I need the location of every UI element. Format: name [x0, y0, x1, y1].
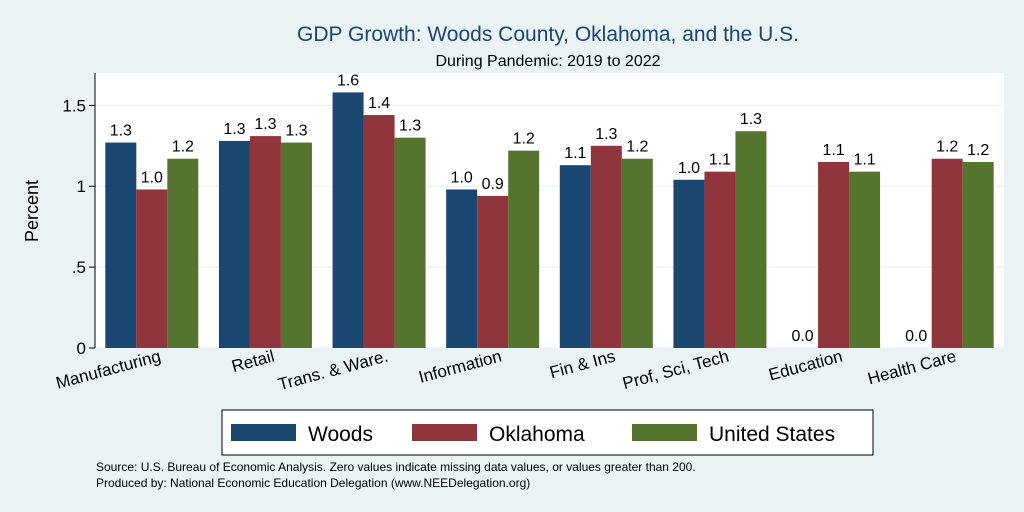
data-label: 1.1: [564, 145, 586, 162]
bar-woods: [332, 92, 364, 348]
data-label: 1.3: [740, 111, 762, 128]
legend-label: Woods: [308, 423, 373, 446]
produced-by-note: Produced by: National Economic Education…: [96, 476, 530, 490]
bar-united-states: [621, 158, 653, 348]
y-tick-label: 0: [77, 339, 86, 358]
bar-oklahoma: [363, 115, 395, 348]
bar-oklahoma: [477, 195, 509, 348]
y-tick-label: .5: [72, 258, 86, 277]
bar-united-states: [962, 161, 994, 348]
y-tick-label: 1: [77, 177, 86, 196]
data-label: 1.4: [368, 95, 390, 112]
bar-united-states: [280, 142, 312, 348]
data-label: 1.1: [709, 152, 731, 169]
x-tick-label: Fin & Ins: [548, 347, 618, 383]
data-label: 1.2: [967, 142, 989, 159]
data-label: 1.3: [110, 123, 132, 140]
legend-swatch: [412, 424, 477, 441]
data-label: 1.2: [626, 139, 648, 156]
bar-united-states: [167, 158, 199, 348]
data-label: 1.3: [595, 126, 617, 143]
y-tick-label: 1.5: [62, 96, 86, 115]
bar-woods: [559, 165, 591, 348]
bar-woods: [105, 142, 137, 348]
data-label: 1.3: [399, 118, 421, 135]
bar-oklahoma: [931, 158, 963, 348]
bar-oklahoma: [818, 161, 850, 348]
data-label: 1.3: [285, 123, 307, 140]
data-label: 1.3: [223, 121, 245, 138]
bar-woods: [218, 140, 250, 348]
legend: [221, 409, 874, 456]
bar-united-states: [508, 150, 540, 348]
data-label: 1.2: [513, 131, 535, 148]
data-label: 1.3: [254, 116, 276, 133]
data-label: 1.0: [141, 169, 163, 186]
chart-subtitle: During Pandemic: 2019 to 2022: [435, 53, 660, 70]
data-label: 1.0: [451, 169, 473, 186]
source-note: Source: U.S. Bureau of Economic Analysis…: [96, 460, 696, 474]
legend-label: Oklahoma: [489, 423, 585, 446]
legend-swatch: [231, 424, 296, 441]
data-label: 1.1: [853, 152, 875, 169]
bar-woods: [673, 179, 705, 348]
x-tick-label: Retail: [230, 347, 277, 377]
bar-woods: [446, 189, 478, 348]
x-tick-label: Prof, Sci, Tech: [620, 347, 730, 394]
bar-oklahoma: [704, 171, 736, 348]
chart-title: GDP Growth: Woods County, Oklahoma, and …: [297, 23, 799, 46]
data-label: 0.0: [791, 328, 813, 345]
bar-oklahoma: [590, 145, 622, 348]
data-label: 1.2: [172, 139, 194, 156]
legend-label: United States: [709, 423, 835, 446]
data-label: 1.6: [337, 72, 359, 89]
legend-swatch: [632, 424, 697, 441]
bar-united-states: [394, 137, 426, 348]
bar-oklahoma: [249, 136, 281, 348]
x-tick-label: Manufacturing: [54, 347, 163, 393]
x-tick-label: Education: [767, 347, 845, 385]
data-label: 0.9: [482, 176, 504, 193]
x-tick-label: Health Care: [866, 347, 959, 389]
bar-oklahoma: [136, 189, 168, 348]
y-axis-label: Percent: [22, 180, 42, 242]
data-label: 1.2: [936, 139, 958, 156]
data-label: 1.0: [678, 160, 700, 177]
bar-united-states: [849, 171, 881, 348]
bar-united-states: [735, 131, 767, 348]
data-label: 0.0: [905, 328, 927, 345]
x-tick-label: Trans. & Ware.: [276, 347, 390, 395]
x-tick-label: Information: [417, 347, 504, 387]
data-label: 1.1: [822, 142, 844, 159]
